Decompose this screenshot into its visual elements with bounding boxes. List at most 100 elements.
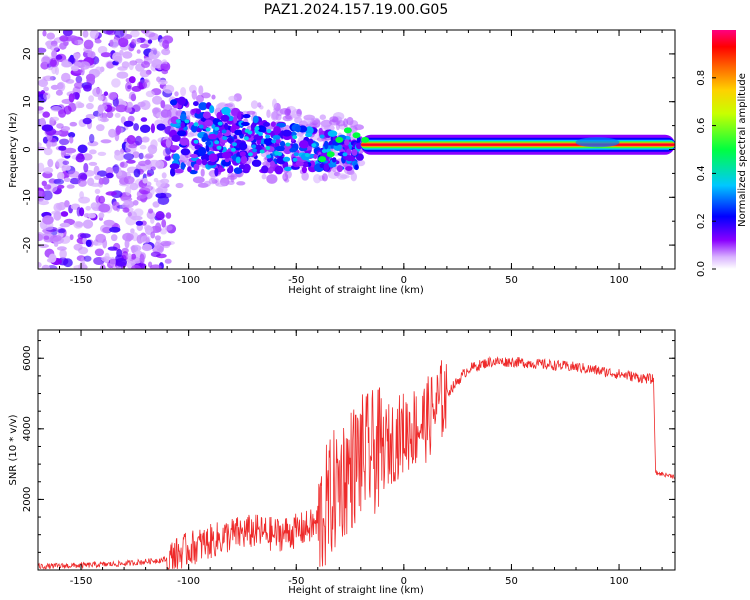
spectrogram-cell bbox=[109, 39, 114, 47]
spectrogram-cell bbox=[82, 219, 94, 229]
spectrogram-cell bbox=[193, 122, 199, 127]
spectrogram-cell bbox=[68, 132, 76, 138]
spectrogram-cell bbox=[237, 111, 242, 121]
spectrogram-cell bbox=[145, 90, 155, 98]
spectrogram-cell bbox=[201, 136, 207, 143]
spectrogram-cell bbox=[98, 203, 111, 213]
spectrogram-y-ticks: -20 -10 0 10 20 bbox=[22, 29, 675, 270]
spectrogram-cell bbox=[67, 170, 80, 178]
spectrogram-cell bbox=[46, 140, 52, 150]
spectrogram-cell bbox=[38, 262, 42, 268]
spectrogram-cell bbox=[82, 117, 92, 125]
spectrogram-cell bbox=[73, 81, 84, 89]
spectrogram-cell bbox=[50, 105, 62, 112]
spectrogram-cell bbox=[131, 264, 141, 269]
spectrogram-cell bbox=[234, 129, 243, 136]
spectrogram-cell bbox=[126, 159, 136, 164]
spectrogram-cell bbox=[43, 86, 49, 92]
spectrogram-cell bbox=[198, 102, 208, 111]
spectrogram-cell bbox=[161, 172, 167, 179]
spectrogram-cell bbox=[132, 151, 140, 159]
spectrogram-cell bbox=[160, 63, 169, 70]
spectrogram-cell bbox=[305, 126, 314, 135]
spectrogram-cell bbox=[105, 191, 118, 196]
colorbar-tick-label: 0.2 bbox=[696, 213, 707, 229]
spectrogram-cell bbox=[221, 106, 231, 115]
spectrogram-cell bbox=[126, 101, 133, 109]
spectrogram-cell bbox=[214, 126, 220, 131]
spectrogram-cell bbox=[202, 111, 211, 119]
spectrogram-cell bbox=[345, 166, 353, 171]
spectrogram-cell bbox=[76, 206, 82, 217]
spectrogram-cell bbox=[216, 145, 222, 150]
spectrogram-x-label: Height of straight line (km) bbox=[288, 285, 424, 296]
spectrogram-cell bbox=[207, 133, 218, 140]
spectrogram-cell bbox=[261, 174, 267, 180]
spectrogram-cell bbox=[267, 167, 274, 174]
x-tick-label: -50 bbox=[288, 576, 304, 587]
spectrogram-cell bbox=[174, 168, 184, 174]
spectrogram-cell bbox=[271, 111, 278, 120]
snr-y-label: SNR (10 * v/v) bbox=[8, 414, 19, 485]
spectrogram-cell bbox=[83, 255, 92, 262]
spectrogram-cell bbox=[158, 79, 168, 85]
spectrogram-cell bbox=[215, 182, 227, 187]
spectrogram-cell bbox=[99, 104, 108, 111]
spectrogram-cell bbox=[148, 159, 161, 168]
spectrogram-cell bbox=[85, 205, 91, 211]
y-tick-label: 10 bbox=[22, 95, 33, 108]
spectrogram-cell bbox=[68, 93, 75, 103]
spectrogram-cell bbox=[354, 164, 359, 171]
spectrogram-cell bbox=[150, 231, 156, 239]
spectrogram-cell bbox=[198, 124, 204, 129]
spectrogram-cell bbox=[180, 162, 185, 171]
spectrogram-cell bbox=[340, 174, 350, 179]
spectrogram-cell bbox=[228, 95, 238, 102]
spectrogram-cell bbox=[38, 142, 42, 147]
spectrogram-cells bbox=[38, 30, 675, 269]
spectrogram-cell bbox=[160, 192, 172, 199]
spectrogram-cell bbox=[139, 43, 149, 49]
spectrogram-cell bbox=[251, 159, 262, 167]
spectrogram-cell bbox=[132, 104, 141, 112]
spectrogram-cell bbox=[131, 215, 143, 221]
spectrogram-cell bbox=[355, 142, 363, 150]
spectrogram-cell bbox=[121, 61, 130, 69]
spectrogram-cell bbox=[154, 235, 161, 241]
spectrogram-cell bbox=[146, 172, 152, 177]
spectrogram-cell bbox=[301, 171, 309, 181]
spectrogram-cell bbox=[100, 139, 112, 144]
spectrogram-cell bbox=[349, 120, 359, 128]
spectrogram-cell bbox=[139, 70, 150, 78]
spectrogram-cell bbox=[148, 208, 154, 214]
spectrogram-cell bbox=[263, 137, 274, 146]
spectrogram-cell bbox=[292, 135, 298, 140]
spectrogram-cell bbox=[214, 140, 220, 145]
spectrogram-cell bbox=[323, 163, 330, 172]
spectrogram-cell bbox=[83, 84, 92, 92]
spectrogram-cell bbox=[42, 215, 54, 225]
spectrogram-cell bbox=[133, 208, 144, 217]
spectrogram-cell bbox=[112, 164, 120, 174]
spectrogram-cell bbox=[170, 99, 178, 106]
spectrogram-cell bbox=[48, 57, 60, 68]
spectrogram-cell bbox=[174, 91, 179, 97]
x-tick-label: -150 bbox=[70, 275, 93, 286]
spectrogram-cell bbox=[59, 249, 67, 259]
spectrogram-cell bbox=[284, 108, 291, 116]
signal-band bbox=[352, 132, 361, 139]
spectrogram-cell bbox=[196, 158, 203, 166]
spectrogram-cell bbox=[147, 39, 153, 44]
spectrogram-cell bbox=[164, 155, 172, 161]
spectrogram-cell bbox=[126, 135, 136, 145]
spectrogram-cell bbox=[102, 238, 108, 249]
spectrogram-cell bbox=[238, 142, 248, 151]
spectrogram-cell bbox=[164, 225, 173, 231]
spectrogram-cell bbox=[228, 165, 234, 174]
spectrogram-cell bbox=[259, 149, 265, 154]
spectrogram-cell bbox=[140, 235, 151, 244]
spectrogram-cell bbox=[97, 95, 104, 101]
colorbar-ticks: 0.0 0.2 0.4 0.6 0.8 bbox=[696, 70, 716, 277]
spectrogram-cell bbox=[193, 163, 200, 171]
spectrogram-cell bbox=[82, 30, 89, 38]
